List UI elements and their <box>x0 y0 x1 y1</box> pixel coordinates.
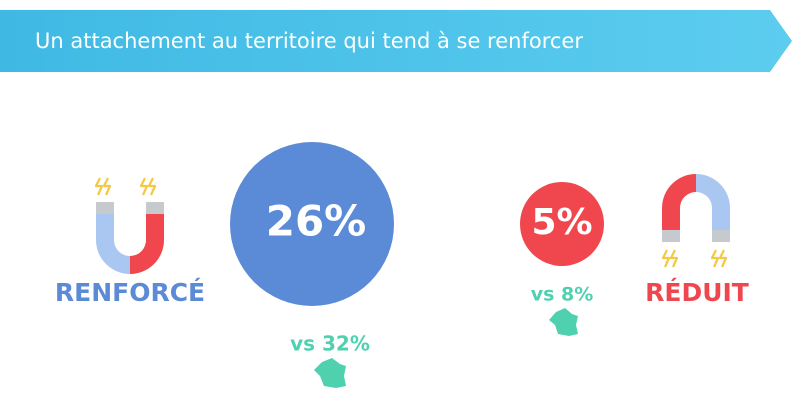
banner-title: Un attachement au territoire qui tend à … <box>35 29 583 53</box>
left-label: RENFORCÉ <box>55 278 205 307</box>
france-icon <box>314 358 346 388</box>
banner <box>0 10 792 72</box>
france-icon <box>549 308 578 336</box>
right-label: RÉDUIT <box>645 278 749 307</box>
left-value: 26% <box>266 197 367 246</box>
value-circle <box>230 142 394 306</box>
value-circle <box>520 182 604 266</box>
magnet-icon <box>94 177 164 274</box>
left-comparison: vs 32% <box>290 332 370 356</box>
right-comparison: vs 8% <box>531 284 594 306</box>
magnet-icon <box>661 174 730 268</box>
right-value: 5% <box>531 202 592 243</box>
